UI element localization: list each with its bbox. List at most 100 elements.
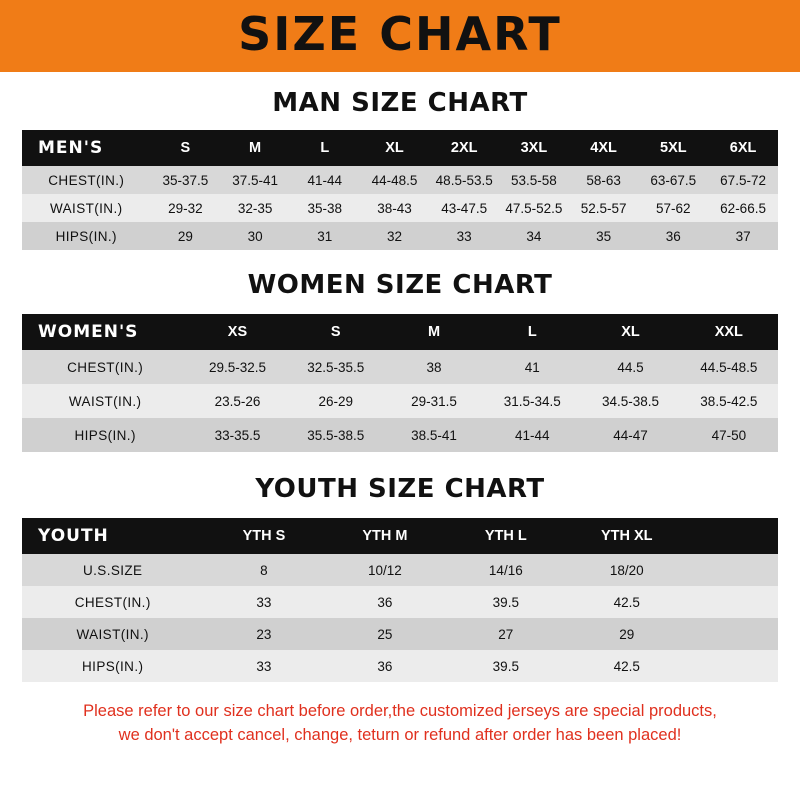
- men-row-0-label: CHEST(IN.): [48, 172, 125, 188]
- men-col-3: XL: [385, 140, 404, 156]
- youth-row-3-spacer: [687, 650, 778, 682]
- women-row-0-val-5: 44.5-48.5: [700, 359, 758, 375]
- men-row-0-val-4: 48.5-53.5: [435, 172, 493, 188]
- women-row-2-label: HIPS(IN.): [74, 427, 136, 443]
- men-row-0-val-7: 63-67.5: [650, 172, 697, 188]
- youth-row-3-val-3: 42.5: [613, 658, 640, 674]
- men-col-8: 6XL: [729, 140, 757, 156]
- youth-row-1-val-2: 39.5: [492, 594, 519, 610]
- women-row-2-val-3: 41-44: [514, 427, 550, 443]
- youth-row-2-val-0: 23: [256, 626, 272, 642]
- women-section-title: WOMEN SIZE CHART: [247, 270, 553, 300]
- youth-row-0-val-3: 18/20: [609, 562, 644, 578]
- men-row-1-val-1: 32-35: [237, 200, 273, 216]
- footer-note: Please refer to our size chart before or…: [18, 700, 782, 748]
- women-table-header-row: WOMEN'S XS S M L XL XXL: [22, 314, 778, 350]
- men-row-1-val-8: 62-66.5: [720, 200, 766, 216]
- table-row: WAIST(IN.) 23 25 27 29: [22, 618, 778, 650]
- youth-col-3: YTH XL: [600, 528, 653, 544]
- women-row-1-label: WAIST(IN.): [68, 393, 142, 409]
- footer-line-1: Please refer to our size chart before or…: [83, 702, 717, 720]
- table-row: HIPS(IN.) 29 30 31 32 33 34 35 36 37: [22, 222, 778, 250]
- men-row-2-val-3: 32: [386, 228, 402, 244]
- men-table-wrap: MEN'S S M L XL 2XL 3XL 4XL 5XL 6XL CHEST…: [22, 130, 778, 250]
- youth-section-title: YOUTH SIZE CHART: [255, 474, 545, 504]
- youth-row-2-val-1: 25: [377, 626, 393, 642]
- men-row-0-val-8: 67.5-72: [720, 172, 766, 188]
- women-row-2-val-4: 44-47: [613, 427, 648, 443]
- youth-col-spacer: [687, 518, 778, 554]
- women-row-2-val-2: 38.5-41: [411, 427, 457, 443]
- men-col-1: M: [249, 140, 262, 156]
- women-col-2: M: [427, 324, 441, 340]
- youth-row-3-val-0: 33: [256, 658, 272, 674]
- youth-row-2-val-2: 27: [498, 626, 514, 642]
- table-row: WAIST(IN.) 29-32 32-35 35-38 38-43 43-47…: [22, 194, 778, 222]
- men-row-0-val-1: 37.5-41: [232, 172, 278, 188]
- men-col-5: 3XL: [520, 140, 548, 156]
- men-row-0-val-5: 53.5-58: [511, 172, 557, 188]
- table-row: CHEST(IN.) 33 36 39.5 42.5: [22, 586, 778, 618]
- women-row-0-val-3: 41: [524, 359, 540, 375]
- women-row-0-val-4: 44.5: [617, 359, 644, 375]
- youth-row-0-val-1: 10/12: [367, 562, 402, 578]
- men-row-1-val-0: 29-32: [168, 200, 203, 216]
- youth-row-0-val-2: 14/16: [488, 562, 523, 578]
- men-col-6: 4XL: [590, 140, 617, 156]
- women-header-label: WOMEN'S: [38, 322, 139, 342]
- men-row-1-val-6: 52.5-57: [580, 200, 627, 216]
- women-col-0: XS: [227, 324, 248, 340]
- men-row-2-label: HIPS(IN.): [55, 228, 117, 244]
- women-row-2-val-0: 33-35.5: [214, 427, 261, 443]
- women-col-5: XXL: [714, 324, 743, 340]
- youth-col-2: YTH L: [484, 528, 527, 544]
- men-row-1-label: WAIST(IN.): [50, 200, 123, 216]
- footer-line-2: we don't accept cancel, change, teturn o…: [118, 725, 682, 744]
- men-row-2-val-8: 37: [735, 228, 751, 244]
- women-col-4: XL: [621, 324, 640, 340]
- women-row-1-val-4: 34.5-38.5: [602, 393, 660, 409]
- men-header-label: MEN'S: [38, 138, 104, 158]
- table-row: HIPS(IN.) 33-35.5 35.5-38.5 38.5-41 41-4…: [22, 418, 778, 452]
- youth-col-0: YTH S: [242, 528, 286, 544]
- men-col-4: 2XL: [450, 140, 478, 156]
- women-row-0-label: CHEST(IN.): [67, 359, 144, 375]
- men-row-1-val-2: 35-38: [307, 200, 343, 216]
- women-row-0-val-2: 38: [426, 359, 442, 375]
- table-row: HIPS(IN.) 33 36 39.5 42.5: [22, 650, 778, 682]
- youth-col-1: YTH M: [362, 528, 408, 544]
- men-row-2-val-1: 30: [247, 228, 263, 244]
- table-row: CHEST(IN.) 29.5-32.5 32.5-35.5 38 41 44.…: [22, 350, 778, 384]
- men-col-7: 5XL: [660, 140, 687, 156]
- men-row-2-val-2: 31: [317, 228, 333, 244]
- men-row-0-val-3: 44-48.5: [371, 172, 418, 188]
- women-row-2-val-5: 47-50: [711, 427, 747, 443]
- men-row-1-val-5: 47.5-52.5: [505, 200, 563, 216]
- banner: SIZE CHART: [0, 0, 800, 72]
- men-row-1-val-4: 43-47.5: [441, 200, 488, 216]
- men-row-1-val-7: 57-62: [656, 200, 691, 216]
- men-row-2-val-6: 35: [596, 228, 612, 244]
- table-row: CHEST(IN.) 35-37.5 37.5-41 41-44 44-48.5…: [22, 166, 778, 194]
- men-row-0-val-2: 41-44: [307, 172, 343, 188]
- youth-row-0-label: U.S.SIZE: [82, 562, 143, 578]
- youth-row-2-spacer: [687, 618, 778, 650]
- youth-size-table: YOUTH YTH S YTH M YTH L YTH XL U.S.SIZE …: [22, 518, 778, 682]
- youth-table-header-row: YOUTH YTH S YTH M YTH L YTH XL: [22, 518, 778, 554]
- youth-row-1-spacer: [687, 586, 778, 618]
- youth-table-wrap: YOUTH YTH S YTH M YTH L YTH XL U.S.SIZE …: [22, 518, 778, 682]
- page-title: SIZE CHART: [238, 7, 562, 61]
- men-table-header-row: MEN'S S M L XL 2XL 3XL 4XL 5XL 6XL: [22, 130, 778, 166]
- youth-row-1-val-0: 33: [256, 594, 272, 610]
- women-row-0-val-1: 32.5-35.5: [307, 359, 365, 375]
- men-col-0: S: [180, 140, 191, 156]
- youth-row-3-val-2: 39.5: [492, 658, 519, 674]
- men-row-2-val-5: 34: [526, 228, 542, 244]
- men-row-0-val-0: 35-37.5: [162, 172, 209, 188]
- youth-row-2-val-3: 29: [619, 626, 635, 642]
- women-table-wrap: WOMEN'S XS S M L XL XXL CHEST(IN.) 29.5-…: [22, 314, 778, 452]
- men-row-0-val-6: 58-63: [586, 172, 621, 188]
- men-row-2-val-7: 36: [665, 228, 681, 244]
- youth-row-3-val-1: 36: [377, 658, 393, 674]
- women-size-table: WOMEN'S XS S M L XL XXL CHEST(IN.) 29.5-…: [22, 314, 778, 452]
